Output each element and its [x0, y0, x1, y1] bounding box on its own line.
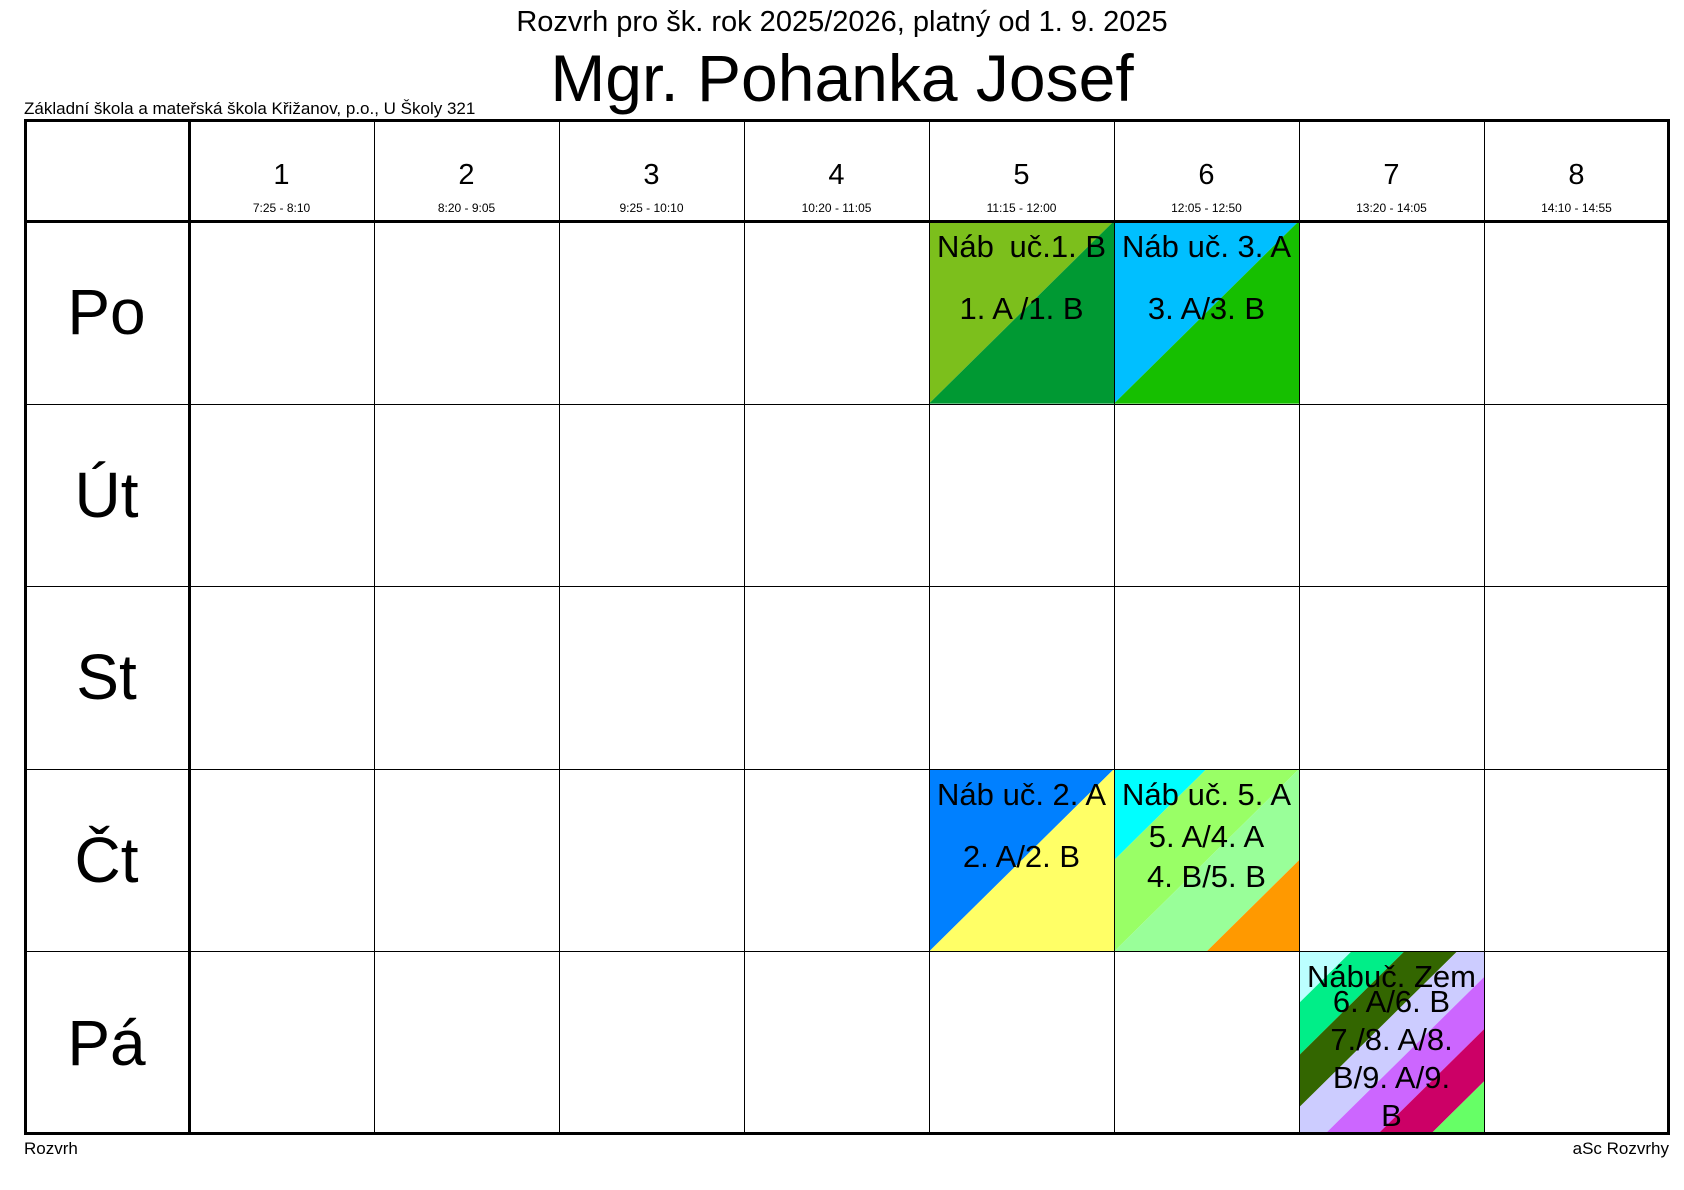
period-header: 3 9:25 - 10:10	[559, 119, 744, 221]
lesson-color-bands	[929, 768, 1114, 952]
grid-column-line	[559, 119, 560, 1134]
period-number: 7	[1383, 159, 1400, 191]
lesson-classes: 1. A /1. B	[959, 291, 1084, 326]
grid-column-line	[1484, 119, 1485, 1134]
period-time: 14:10 - 14:55	[1541, 201, 1612, 215]
grid-border-right	[1667, 119, 1670, 1135]
day-header: St	[24, 586, 189, 769]
period-number: 8	[1568, 159, 1585, 191]
color-band	[1206, 860, 1299, 952]
period-number: 5	[1013, 159, 1030, 191]
day-header: Po	[24, 221, 189, 404]
period-header: 6 12:05 - 12:50	[1114, 119, 1299, 221]
grid-column-line	[744, 119, 745, 1134]
school-name: Základní škola a mateřská škola Křižanov…	[24, 99, 476, 118]
period-time: 7:25 - 8:10	[252, 201, 311, 215]
lesson-card[interactable]: Náb uč. 3. A 3. A/3. B	[1114, 221, 1299, 404]
lesson-card[interactable]: Náb uč. Zem 6. A/6. B 7./8. A/8. B/9. A/9.…	[1299, 951, 1484, 1134]
day-name: Čt	[74, 824, 139, 897]
grid-border-top	[24, 119, 1669, 122]
day-name: Út	[74, 458, 139, 531]
grid-row-line	[24, 951, 1669, 952]
lesson-classes: 5. A/4. A 4. B/5. B	[1147, 818, 1266, 894]
teacher-title: Mgr. Pohanka Josef	[550, 41, 1134, 115]
lesson-teacher: uč. 2. A	[1002, 776, 1106, 812]
period-number: 3	[643, 159, 660, 191]
lesson-subject: Náb	[937, 229, 994, 264]
period-number: 6	[1198, 159, 1215, 191]
lesson-card[interactable]: Náb uč. 5. A 5. A/4. A 4. B/5. B	[1114, 768, 1299, 952]
day-header: Út	[24, 404, 189, 587]
subtitle: Rozvrh pro šk. rok 2025/2026, platný od …	[516, 6, 1168, 38]
grid-column-line	[1114, 119, 1115, 1134]
period-header: 5 11:15 - 12:00	[929, 119, 1114, 221]
grid-border-bottom	[24, 1132, 1669, 1135]
lesson-color-bands	[1114, 221, 1299, 404]
lesson-card[interactable]: Náb uč. 2. A 2. A/2. B	[929, 768, 1114, 952]
grid-row-line	[24, 769, 1669, 770]
lesson-teacher: uč. 5. A	[1187, 776, 1291, 812]
day-name: Po	[67, 276, 146, 349]
footer-right: aSc Rozvrhy	[1572, 1139, 1669, 1158]
period-header: 4 10:20 - 11:05	[744, 119, 929, 221]
grid-column-line	[929, 119, 930, 1134]
period-number: 1	[273, 159, 290, 191]
color-band	[929, 768, 1114, 952]
color-band	[1299, 951, 1484, 1134]
period-number: 2	[458, 159, 475, 191]
lesson-teacher: uč. 3. A	[1187, 229, 1291, 264]
period-time: 10:20 - 11:05	[801, 201, 872, 215]
period-time: 8:20 - 9:05	[437, 201, 496, 215]
period-time: 12:05 - 12:50	[1171, 201, 1242, 215]
lesson-card[interactable]: Náb uč.1. B 1. A /1. B	[929, 221, 1114, 404]
lesson-teacher: uč. Zem	[1364, 959, 1476, 995]
footer-left: Rozvrh	[24, 1139, 78, 1158]
lesson-subject: Náb	[937, 776, 994, 812]
grid-column-line	[1299, 119, 1300, 1134]
day-name: St	[76, 641, 137, 714]
period-time: 11:15 - 12:00	[986, 201, 1057, 215]
lesson-teacher: uč.1. B	[1009, 229, 1107, 264]
grid-column-line	[374, 119, 375, 1134]
grid-day-separator	[188, 119, 191, 1134]
period-header: 2 8:20 - 9:05	[374, 119, 559, 221]
period-time: 13:20 - 14:05	[1356, 201, 1427, 215]
day-header: Pá	[24, 951, 189, 1134]
day-name: Pá	[67, 1006, 146, 1079]
period-header: 7 13:20 - 14:05	[1299, 119, 1484, 221]
day-header: Čt	[24, 769, 189, 952]
lesson-classes: 3. A/3. B	[1147, 291, 1266, 326]
lesson-subject: Náb	[1122, 776, 1179, 812]
period-header: 8 14:10 - 14:55	[1484, 119, 1669, 221]
color-band	[1431, 1081, 1484, 1134]
color-band	[1114, 221, 1299, 404]
color-band	[1299, 951, 1352, 1004]
grid-row-line	[24, 404, 1669, 405]
lesson-classes: 2. A/2. B	[962, 838, 1081, 874]
color-band	[929, 221, 1114, 404]
lesson-color-bands	[929, 221, 1114, 404]
period-time: 9:25 - 10:10	[619, 201, 684, 215]
lesson-subject: Náb	[1122, 229, 1179, 264]
lesson-color-bands	[1114, 768, 1299, 952]
grid-row-line	[24, 586, 1669, 587]
period-header: 1 7:25 - 8:10	[189, 119, 374, 221]
lesson-subject: Náb	[1307, 959, 1364, 995]
lesson-classes: 6. A/6. B 7./8. A/8. B/9. A/9. B	[1330, 984, 1453, 1134]
grid-header-separator	[24, 220, 1669, 223]
period-number: 4	[828, 159, 845, 191]
grid-border-left	[24, 119, 27, 1134]
lesson-color-bands	[1299, 951, 1484, 1134]
